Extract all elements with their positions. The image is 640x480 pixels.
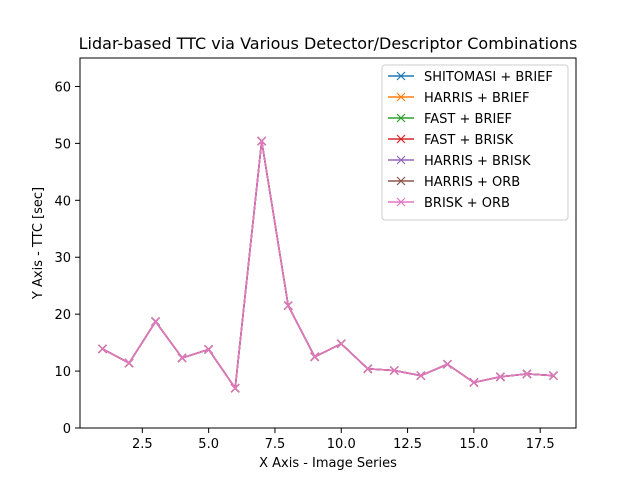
x-tick-label: 7.5 xyxy=(265,437,286,452)
legend-label: HARRIS + ORB xyxy=(424,175,520,190)
axes-layer: 2.5 5.0 7.5 10.0 12.5 15.0 17.5 0 10 20 30 40 50 60 xyxy=(54,57,577,452)
data-point xyxy=(204,345,214,354)
series-line-6 xyxy=(102,140,554,389)
x-tick-label: 2.5 xyxy=(132,437,153,452)
y-tick-label: 60 xyxy=(54,80,71,95)
y-axis-title: Y Axis - TTC [sec] xyxy=(31,187,46,300)
legend-label: FAST + BRIEF xyxy=(424,112,512,127)
data-point xyxy=(283,301,293,311)
x-tick-label: 10.0 xyxy=(327,437,356,452)
legend-box xyxy=(381,64,569,221)
y-tick-label: 50 xyxy=(54,137,71,152)
y-tick-label: 40 xyxy=(54,194,71,209)
x-tick-label: 5.0 xyxy=(198,437,219,452)
legend-label: HARRIS + BRIEF xyxy=(424,91,529,106)
data-point xyxy=(98,344,107,354)
series-layer xyxy=(98,136,558,393)
legend-item: HARRIS + BRISK xyxy=(388,154,531,169)
data-point xyxy=(230,383,240,393)
data-point xyxy=(442,359,452,369)
x-tick-label: 17.5 xyxy=(526,437,555,452)
data-point xyxy=(151,317,161,326)
data-point xyxy=(336,339,346,349)
series-6 xyxy=(98,136,558,393)
legend-swatch-marker xyxy=(396,92,406,102)
legend-swatch-marker xyxy=(396,155,406,165)
data-point xyxy=(124,358,134,368)
x-tick-label: 12.5 xyxy=(393,437,422,452)
data-point xyxy=(177,353,187,363)
legend-label: SHITOMASI + BRIEF xyxy=(424,70,553,85)
data-point xyxy=(389,366,399,375)
legend-item: FAST + BRISK xyxy=(388,133,514,148)
legend-item: SHITOMASI + BRIEF xyxy=(388,70,553,85)
data-point xyxy=(257,136,267,146)
legend-item: FAST + BRIEF xyxy=(388,112,512,127)
legend-swatch-marker xyxy=(396,71,406,81)
legend-label: HARRIS + BRISK xyxy=(424,154,531,169)
y-tick-label: 0 xyxy=(63,422,71,437)
data-point xyxy=(416,371,426,381)
legend-swatch-marker xyxy=(396,134,406,144)
data-point xyxy=(310,352,320,362)
data-point xyxy=(469,378,479,387)
chart-title: Lidar-based TTC via Various Detector/Des… xyxy=(79,34,578,53)
data-point xyxy=(549,371,558,381)
y-tick-label: 20 xyxy=(54,308,71,323)
data-point xyxy=(363,364,373,374)
legend-swatch-marker xyxy=(396,113,406,123)
x-axis-title: X Axis - Image Series xyxy=(259,456,397,471)
legend-item: HARRIS + ORB xyxy=(388,175,520,190)
y-tick-label: 10 xyxy=(54,365,71,380)
legend-item: HARRIS + BRIEF xyxy=(388,91,529,106)
axes-frame xyxy=(79,57,577,429)
legend-label: FAST + BRISK xyxy=(424,133,514,148)
data-point xyxy=(522,369,532,379)
legend-swatch-marker xyxy=(396,176,406,186)
legend-item: BRISK + ORB xyxy=(388,196,510,211)
legend: SHITOMASI + BRIEF HARRIS + BRIEF FAST + BR… xyxy=(381,64,569,221)
x-tick-label: 15.0 xyxy=(459,437,488,452)
legend-swatch-marker xyxy=(396,197,406,207)
legend-label: BRISK + ORB xyxy=(424,196,510,211)
y-tick-label: 30 xyxy=(54,251,71,266)
data-point xyxy=(495,372,505,382)
